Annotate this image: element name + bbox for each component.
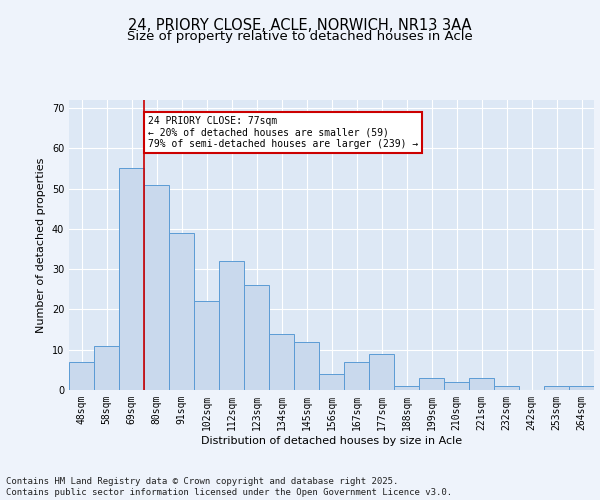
Text: Contains HM Land Registry data © Crown copyright and database right 2025.
Contai: Contains HM Land Registry data © Crown c…: [6, 478, 452, 497]
X-axis label: Distribution of detached houses by size in Acle: Distribution of detached houses by size …: [201, 436, 462, 446]
Bar: [444, 382, 469, 390]
Bar: [219, 261, 244, 390]
Bar: [69, 362, 94, 390]
Bar: [344, 362, 369, 390]
Bar: [394, 386, 419, 390]
Bar: [369, 354, 394, 390]
Text: Size of property relative to detached houses in Acle: Size of property relative to detached ho…: [127, 30, 473, 43]
Bar: [294, 342, 319, 390]
Bar: [494, 386, 519, 390]
Text: 24 PRIORY CLOSE: 77sqm
← 20% of detached houses are smaller (59)
79% of semi-det: 24 PRIORY CLOSE: 77sqm ← 20% of detached…: [148, 116, 418, 150]
Bar: [269, 334, 294, 390]
Text: 24, PRIORY CLOSE, ACLE, NORWICH, NR13 3AA: 24, PRIORY CLOSE, ACLE, NORWICH, NR13 3A…: [128, 18, 472, 32]
Bar: [319, 374, 344, 390]
Bar: [569, 386, 594, 390]
Y-axis label: Number of detached properties: Number of detached properties: [36, 158, 46, 332]
Bar: [419, 378, 444, 390]
Bar: [544, 386, 569, 390]
Bar: [169, 233, 194, 390]
Bar: [194, 302, 219, 390]
Bar: [244, 286, 269, 390]
Bar: [94, 346, 119, 390]
Bar: [144, 184, 169, 390]
Bar: [119, 168, 144, 390]
Bar: [469, 378, 494, 390]
